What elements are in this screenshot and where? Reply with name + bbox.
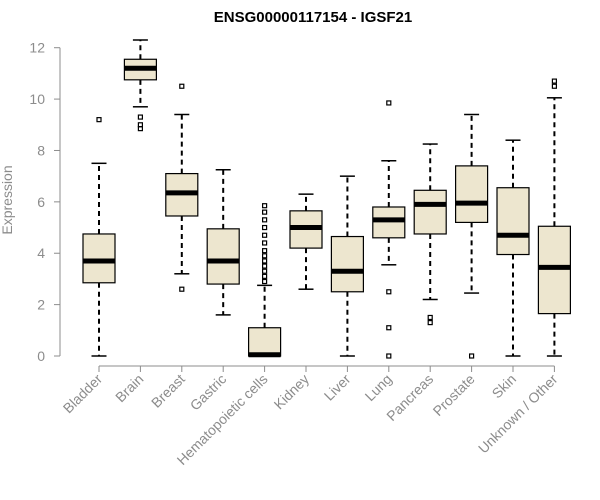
box-4 bbox=[248, 327, 282, 357]
chart-title: ENSG00000117154 - IGSF21 bbox=[214, 9, 412, 26]
outlier-11-0 bbox=[551, 83, 558, 89]
outlier-4-11 bbox=[262, 209, 268, 215]
y-tick-label-5: 10 bbox=[29, 91, 45, 107]
box-group-3 bbox=[206, 168, 240, 316]
box-11 bbox=[537, 225, 572, 315]
box-7 bbox=[372, 206, 406, 239]
outlier-4-5 bbox=[262, 253, 268, 259]
x-tick-label-6: Liver bbox=[321, 371, 354, 404]
x-tick-label-10: Skin bbox=[489, 371, 520, 402]
y-axis-label: Expression bbox=[0, 165, 15, 234]
y-tick-label-1: 2 bbox=[37, 297, 45, 313]
outlier-4-4 bbox=[262, 258, 268, 264]
x-tick-label-7: Lung bbox=[362, 371, 395, 404]
outlier-4-0 bbox=[262, 278, 268, 285]
outlier-2-1 bbox=[179, 286, 185, 292]
box-group-9 bbox=[455, 113, 489, 359]
outlier-8-1 bbox=[427, 320, 433, 326]
outlier-1-0 bbox=[137, 114, 143, 120]
outlier-7-0 bbox=[386, 100, 392, 106]
y-tick-label-2: 4 bbox=[37, 245, 45, 261]
x-tick-label-0: Bladder bbox=[60, 371, 106, 417]
outlier-4-10 bbox=[262, 217, 268, 223]
x-tick-label-1: Brain bbox=[112, 371, 146, 405]
outlier-7-1 bbox=[386, 289, 392, 295]
outlier-4-2 bbox=[262, 268, 268, 274]
box-8 bbox=[413, 189, 447, 235]
outlier-2-0 bbox=[179, 83, 185, 89]
outlier-7-2 bbox=[386, 325, 392, 331]
box-group-5 bbox=[289, 193, 323, 290]
y-tick-label-4: 8 bbox=[37, 142, 45, 158]
box-group-8 bbox=[413, 143, 447, 326]
outlier-4-1 bbox=[262, 273, 268, 279]
x-tick-label-11: Unknown / Other bbox=[475, 371, 561, 457]
box-3 bbox=[206, 228, 240, 285]
box-group-0 bbox=[82, 117, 116, 357]
outlier-11-1 bbox=[551, 78, 558, 84]
box-group-6 bbox=[330, 175, 364, 357]
box-6 bbox=[330, 235, 364, 293]
outlier-4-8 bbox=[262, 232, 268, 238]
box-group-4 bbox=[248, 203, 282, 358]
outlier-4-3 bbox=[262, 263, 268, 269]
outlier-4-6 bbox=[262, 248, 268, 254]
x-tick-label-9: Prostate bbox=[430, 371, 478, 419]
y-tick-label-0: 0 bbox=[37, 348, 45, 364]
box-group-1 bbox=[123, 39, 158, 132]
boxes-layer bbox=[82, 39, 572, 359]
box-10 bbox=[496, 187, 530, 256]
box-group-2 bbox=[165, 83, 199, 292]
box-group-11 bbox=[537, 78, 572, 357]
x-tick-label-5: Kidney bbox=[271, 371, 313, 413]
box-9 bbox=[455, 165, 489, 224]
box-0 bbox=[82, 233, 116, 284]
y-axis: 0 2 4 6 8 10 12 bbox=[29, 40, 61, 364]
y-tick-label-6: 12 bbox=[29, 40, 45, 56]
outlier-7-3 bbox=[386, 353, 392, 359]
outlier-4-12 bbox=[262, 203, 268, 209]
x-tick-label-2: Breast bbox=[148, 371, 188, 411]
box-group-7 bbox=[372, 100, 406, 359]
outlier-9-0 bbox=[469, 353, 475, 359]
outlier-0-0 bbox=[96, 117, 102, 123]
y-tick-label-3: 6 bbox=[37, 194, 45, 210]
outlier-1-2 bbox=[137, 126, 143, 132]
outlier-4-7 bbox=[262, 240, 268, 246]
outlier-8-0 bbox=[427, 314, 433, 321]
outlier-4-9 bbox=[262, 224, 268, 231]
box-group-10 bbox=[496, 139, 530, 357]
